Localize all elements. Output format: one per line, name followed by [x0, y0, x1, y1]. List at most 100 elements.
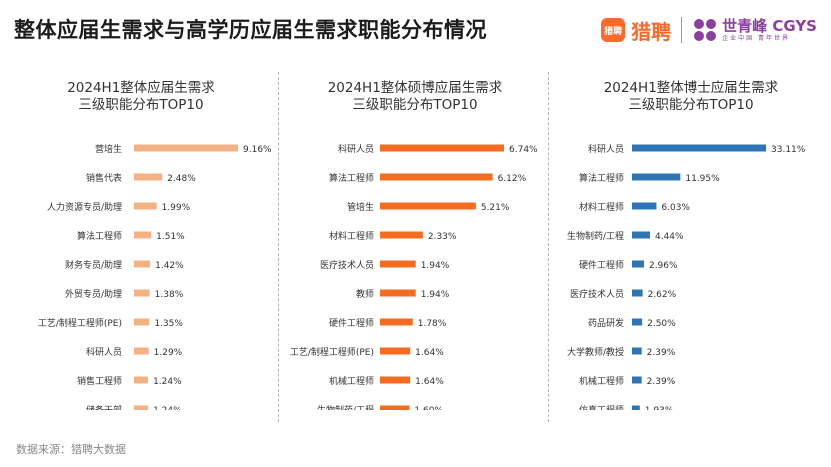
chart-title-line1: 2024H1整体硕博应届生需求	[327, 80, 503, 96]
value-label: 11.95%	[685, 174, 720, 184]
value-label: 1.29%	[154, 348, 183, 358]
value-label: 2.62%	[648, 290, 677, 300]
category-label: 科研人员	[86, 346, 122, 358]
chart-title-overall: 2024H1整体应届生需求 三级职能分布TOP10	[10, 80, 272, 114]
value-label: 1.64%	[415, 348, 444, 358]
category-label: 硬件工程师	[579, 259, 624, 271]
bar	[134, 173, 163, 181]
bar	[134, 405, 149, 410]
bar	[632, 202, 657, 210]
value-label: 4.44%	[655, 232, 684, 242]
bar	[632, 173, 681, 181]
category-label: 生物制药/工程	[317, 404, 374, 410]
bar-row: 机械工程师 2.39%	[579, 375, 676, 387]
value-label: 1.51%	[156, 232, 185, 242]
bar	[632, 289, 643, 297]
category-label: 财务专员/助理	[65, 259, 122, 271]
bar	[380, 144, 504, 152]
category-label: 工艺/制程工程师(PE)	[38, 317, 122, 329]
chart-title-line1: 2024H1整体博士应届生需求	[603, 80, 779, 96]
category-label: 材料工程师	[329, 230, 374, 242]
category-label: 工艺/制程工程师(PE)	[290, 346, 374, 358]
chart-title-line2: 三级职能分布TOP10	[628, 97, 754, 113]
category-label: 材料工程师	[579, 201, 624, 213]
category-label: 储备干部	[86, 404, 122, 410]
category-label: 营培生	[95, 143, 122, 155]
bar-row: 仿真工程师 1.93%	[579, 404, 674, 410]
value-label: 2.48%	[167, 174, 196, 184]
bar	[632, 260, 644, 268]
bar-chart-phd: 科研人员 33.11% 算法工程师 11.95% 材料工程师 6.03% 生物制药/工程 4.…	[567, 143, 806, 410]
chart-title-line2: 三级职能分布TOP10	[78, 97, 204, 113]
bar-row: 医疗技术人员 1.94%	[320, 259, 450, 271]
value-label: 9.16%	[243, 145, 272, 155]
bar	[380, 202, 476, 210]
bar	[380, 173, 493, 181]
bar	[134, 231, 152, 239]
panel-divider-2	[548, 72, 549, 422]
bar	[380, 260, 416, 268]
chart-title-line1: 2024H1整体应届生需求	[67, 80, 215, 96]
category-label: 销售工程师	[77, 375, 122, 387]
bar-row: 材料工程师 2.33%	[329, 230, 457, 242]
bar	[632, 405, 640, 410]
bar-row: 医疗技术人员 2.62%	[570, 288, 677, 300]
bar	[380, 318, 413, 326]
bar-row: 工艺/制程工程师(PE) 1.35%	[38, 317, 184, 329]
value-label: 1.24%	[153, 406, 182, 410]
value-label: 2.39%	[647, 348, 676, 358]
bar-row: 外贸专员/助理 1.38%	[65, 288, 184, 300]
page-title: 整体应届生需求与高学历应届生需求职能分布情况	[14, 18, 487, 42]
category-label: 人力资源专员/助理	[47, 201, 122, 213]
category-label: 教师	[356, 288, 374, 300]
value-label: 2.39%	[647, 377, 676, 387]
value-label: 1.38%	[155, 290, 184, 300]
bar-row: 营培生 9.16%	[95, 143, 272, 155]
value-label: 1.78%	[418, 319, 447, 329]
bar-row: 销售工程师 1.24%	[77, 375, 182, 387]
value-label: 1.99%	[162, 203, 191, 213]
bar-row: 生物制药/工程 1.60%	[317, 404, 443, 410]
bar-row: 大学教师/教授 2.39%	[567, 346, 676, 358]
value-label: 33.11%	[771, 145, 806, 155]
value-label: 2.50%	[647, 319, 676, 329]
bar	[632, 144, 766, 152]
chart-title-phd: 2024H1整体博士应届生需求 三级职能分布TOP10	[556, 80, 826, 114]
bar-row: 人力资源专员/助理 1.99%	[47, 201, 191, 213]
bar	[134, 202, 157, 210]
bar-row: 科研人员 6.74%	[338, 143, 538, 155]
value-label: 1.93%	[645, 406, 674, 410]
chart-title-line2: 三级职能分布TOP10	[352, 97, 478, 113]
category-label: 药品研发	[588, 317, 624, 329]
bar	[632, 231, 650, 239]
value-label: 1.64%	[415, 377, 444, 387]
value-label: 1.94%	[421, 261, 450, 271]
value-label: 6.12%	[498, 174, 527, 184]
bar	[134, 318, 150, 326]
bar	[380, 289, 416, 297]
category-label: 大学教师/教授	[567, 346, 624, 358]
bar-row: 算法工程师 6.12%	[329, 172, 527, 184]
panel-divider-1	[278, 72, 279, 422]
bar	[380, 231, 423, 239]
chart-panel-overall: 2024H1整体应届生需求 三级职能分布TOP10 营培生 9.16% 销售代表 2.…	[10, 80, 272, 420]
value-label: 1.35%	[154, 319, 183, 329]
logo-group: 猎聘 猎聘 世青峰 CGYS 企业中国 青年世界	[601, 14, 817, 46]
bar-row: 科研人员 1.29%	[86, 346, 183, 358]
logo-divider	[681, 17, 683, 43]
bar	[134, 144, 238, 152]
category-label: 机械工程师	[329, 375, 374, 387]
cgys-logo-name: 世青峰 CGYS	[722, 16, 817, 35]
chart-title-master-phd: 2024H1整体硕博应届生需求 三级职能分布TOP10	[284, 80, 546, 114]
category-label: 外贸专员/助理	[65, 288, 122, 300]
value-label: 6.03%	[661, 203, 690, 213]
category-label: 医疗技术人员	[570, 288, 624, 300]
bar-row: 储备干部 1.24%	[86, 404, 182, 410]
value-label: 2.33%	[428, 232, 457, 242]
value-label: 1.24%	[153, 377, 182, 387]
category-label: 生物制药/工程	[567, 230, 624, 242]
bar-row: 硬件工程师 2.96%	[579, 259, 678, 271]
category-label: 机械工程师	[579, 375, 624, 387]
bar-row: 教师 1.94%	[356, 288, 450, 300]
bar	[632, 318, 643, 326]
